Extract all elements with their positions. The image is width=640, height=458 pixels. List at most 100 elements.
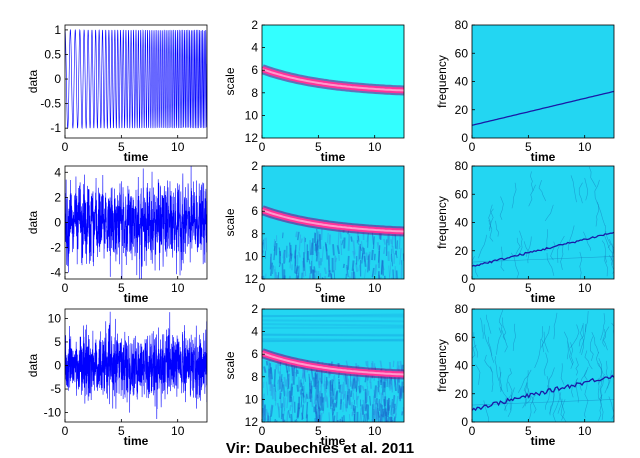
- noise-streak: [284, 277, 286, 279]
- tf-noise: [591, 331, 599, 354]
- noise-streak: [309, 275, 311, 279]
- noise-streak: [361, 385, 365, 392]
- y-tick-label: 6: [251, 63, 258, 77]
- plot-area: [65, 166, 207, 279]
- tf-noise: [599, 394, 604, 420]
- x-tick-label: 10: [578, 140, 592, 154]
- tf-noise: [518, 369, 532, 393]
- y-tick-label: -1: [50, 121, 61, 135]
- tf-background: [472, 309, 614, 422]
- noise-streak: [310, 242, 314, 255]
- y-tick-label: 20: [455, 244, 469, 258]
- tf-noise: [583, 231, 591, 251]
- noise-streak: [328, 381, 331, 398]
- noise-streak: [283, 419, 286, 422]
- noise-streak: [368, 251, 371, 264]
- plot-area: [262, 309, 404, 422]
- noise-streak: [274, 418, 277, 422]
- noise-streak: [314, 384, 318, 399]
- noise-streak: [372, 236, 375, 249]
- noise-streak: [387, 379, 390, 388]
- noise-streak: [371, 418, 373, 422]
- noise-streak: [394, 413, 397, 419]
- noise-streak: [336, 245, 340, 255]
- noise-streak: [332, 244, 335, 256]
- noise-streak: [286, 421, 288, 422]
- noise-streak: [298, 380, 301, 389]
- x-tick-label: 5: [118, 140, 125, 154]
- noise-streak: [319, 380, 323, 399]
- noise-streak: [356, 239, 359, 245]
- chart-panel-r3-c1: 0 5 10 -10 -5 0 5 10 time data: [26, 308, 208, 448]
- tf-noise: [595, 351, 604, 375]
- y-tick-label: 8: [251, 370, 258, 384]
- y-tick-label: 1: [54, 23, 61, 37]
- x-tick-label: 5: [315, 140, 322, 154]
- noise-streak: [395, 395, 399, 410]
- chart-panel-r3-c2: 0 5 10 2 4 6 8 10 12 time scale: [223, 302, 405, 448]
- tf-noise: [495, 220, 499, 237]
- x-tick-label: 0: [469, 424, 476, 438]
- y-tick-label: 0: [461, 272, 468, 286]
- noise-streak: [274, 384, 277, 393]
- tf-noise: [599, 379, 604, 400]
- x-tick-label: 10: [368, 281, 382, 295]
- noise-streak: [290, 414, 293, 422]
- noise-streak: [361, 404, 364, 415]
- noise-streak: [263, 366, 267, 373]
- tf-noise: [584, 177, 588, 201]
- noise-streak: [327, 232, 329, 243]
- x-tick-label: 10: [578, 424, 592, 438]
- plot-area: [472, 309, 614, 422]
- noise-streak: [316, 394, 320, 410]
- y-axis-label: data: [26, 69, 40, 93]
- noise-streak: [352, 271, 356, 279]
- noise-streak: [275, 271, 278, 279]
- tf-noise: [507, 394, 513, 418]
- noise-streak: [283, 376, 287, 387]
- noise-streak: [269, 253, 272, 270]
- y-tick-label: 0.5: [44, 47, 61, 61]
- noise-streak: [369, 395, 372, 406]
- x-axis-label: time: [531, 150, 556, 164]
- noise-streak: [376, 242, 381, 251]
- x-tick-label: 0: [62, 140, 69, 154]
- noise-band: [262, 337, 404, 342]
- tf-noise: [514, 237, 521, 258]
- x-tick-label: 0: [259, 140, 266, 154]
- noise-streak: [310, 393, 314, 408]
- y-tick-label: -4: [50, 266, 61, 280]
- x-tick-label: 10: [368, 424, 382, 438]
- chart-panel-r1-c1: 0 5 10 -1 -0.5 0 0.5 1 time data: [26, 23, 208, 164]
- noise-streak: [397, 277, 399, 279]
- noise-streak: [377, 245, 381, 263]
- tf-noise: [600, 373, 605, 399]
- tf-noise: [508, 381, 513, 401]
- noise-streak: [362, 399, 366, 408]
- noise-streak: [278, 262, 282, 268]
- y-axis-label: scale: [223, 208, 237, 236]
- noise-streak: [395, 250, 398, 259]
- noise-streak: [296, 369, 299, 375]
- noise-streak: [359, 246, 363, 251]
- noise-streak: [305, 401, 309, 419]
- y-tick-label: 8: [251, 227, 258, 241]
- y-tick-label: 6: [251, 347, 258, 361]
- x-tick-label: 10: [368, 140, 382, 154]
- tf-noise: [600, 313, 606, 341]
- noise-streak: [315, 240, 319, 253]
- noise-streak: [295, 231, 298, 238]
- tf-noise: [604, 255, 608, 277]
- tf-noise: [598, 398, 602, 421]
- noise-streak: [272, 265, 274, 274]
- tf-noise: [571, 378, 579, 398]
- x-tick-label: 0: [62, 424, 69, 438]
- noise-streak: [293, 371, 297, 380]
- y-tick-label: 10: [245, 249, 259, 263]
- y-axis-label: scale: [223, 351, 237, 379]
- x-axis-label: time: [321, 291, 346, 305]
- noise-streak: [283, 397, 286, 411]
- noise-streak: [315, 245, 319, 262]
- noise-streak: [302, 385, 305, 404]
- noise-streak: [262, 275, 265, 279]
